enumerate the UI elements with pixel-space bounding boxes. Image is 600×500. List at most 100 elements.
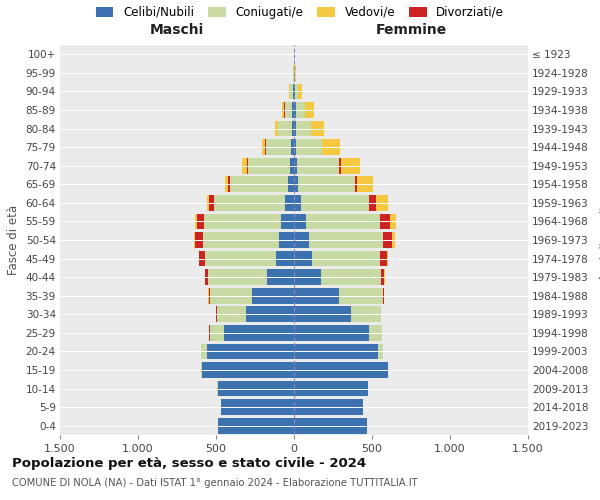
Bar bbox=[209, 195, 214, 211]
Bar bbox=[392, 232, 395, 248]
Bar bbox=[290, 158, 294, 174]
Bar bbox=[201, 344, 206, 359]
Bar bbox=[286, 195, 294, 211]
Bar bbox=[298, 176, 355, 192]
Bar bbox=[294, 120, 296, 136]
Bar bbox=[294, 418, 367, 434]
Bar bbox=[296, 120, 311, 136]
Bar bbox=[294, 362, 388, 378]
Bar bbox=[384, 269, 385, 285]
Text: Maschi: Maschi bbox=[150, 22, 204, 36]
Bar bbox=[305, 102, 314, 118]
Bar bbox=[295, 84, 298, 100]
Bar bbox=[209, 288, 210, 304]
Y-axis label: Fasce di età: Fasce di età bbox=[7, 205, 20, 275]
Bar bbox=[321, 269, 382, 285]
Bar bbox=[217, 306, 245, 322]
Bar bbox=[247, 158, 248, 174]
Bar bbox=[382, 269, 384, 285]
Text: COMUNE DI NOLA (NA) - Dati ISTAT 1° gennaio 2024 - Elaborazione TUTTITALIA.IT: COMUNE DI NOLA (NA) - Dati ISTAT 1° genn… bbox=[12, 478, 418, 488]
Bar bbox=[266, 140, 291, 155]
Bar bbox=[268, 269, 294, 285]
Bar bbox=[380, 306, 381, 322]
Bar bbox=[296, 102, 305, 118]
Bar bbox=[278, 120, 292, 136]
Bar bbox=[294, 380, 368, 396]
Bar bbox=[294, 195, 301, 211]
Bar bbox=[216, 306, 217, 322]
Bar bbox=[339, 288, 383, 304]
Bar bbox=[208, 269, 268, 285]
Bar bbox=[199, 250, 205, 266]
Bar bbox=[218, 380, 294, 396]
Bar bbox=[210, 325, 224, 341]
Bar bbox=[339, 158, 341, 174]
Bar bbox=[376, 195, 388, 211]
Bar bbox=[224, 325, 294, 341]
Bar bbox=[225, 176, 229, 192]
Bar bbox=[294, 176, 298, 192]
Bar bbox=[297, 158, 339, 174]
Bar bbox=[275, 120, 278, 136]
Bar bbox=[294, 269, 321, 285]
Bar bbox=[242, 158, 247, 174]
Bar bbox=[279, 232, 294, 248]
Bar bbox=[221, 399, 294, 415]
Bar bbox=[380, 250, 386, 266]
Bar bbox=[195, 214, 197, 230]
Bar bbox=[390, 214, 396, 230]
Bar bbox=[341, 158, 360, 174]
Bar bbox=[294, 306, 351, 322]
Bar bbox=[294, 232, 309, 248]
Bar bbox=[203, 232, 279, 248]
Bar bbox=[292, 102, 294, 118]
Bar bbox=[311, 120, 324, 136]
Bar bbox=[194, 232, 195, 248]
Bar bbox=[306, 214, 380, 230]
Bar bbox=[207, 195, 209, 211]
Bar bbox=[301, 195, 370, 211]
Bar bbox=[294, 399, 364, 415]
Bar bbox=[294, 140, 296, 155]
Bar bbox=[294, 325, 369, 341]
Legend: Celibi/Nubili, Coniugati/e, Vedovi/e, Divorziati/e: Celibi/Nubili, Coniugati/e, Vedovi/e, Di… bbox=[96, 6, 504, 19]
Bar bbox=[380, 214, 390, 230]
Bar bbox=[294, 84, 295, 100]
Bar bbox=[204, 214, 281, 230]
Bar bbox=[290, 84, 293, 100]
Bar bbox=[218, 418, 294, 434]
Bar bbox=[284, 102, 292, 118]
Bar bbox=[281, 214, 294, 230]
Bar bbox=[312, 250, 380, 266]
Bar bbox=[383, 288, 384, 304]
Bar bbox=[210, 288, 252, 304]
Bar bbox=[294, 250, 312, 266]
Bar bbox=[369, 325, 382, 341]
Bar bbox=[294, 288, 339, 304]
Bar bbox=[206, 344, 294, 359]
Bar bbox=[262, 140, 265, 155]
Bar bbox=[229, 176, 230, 192]
Bar bbox=[197, 214, 204, 230]
Bar bbox=[276, 250, 294, 266]
Bar bbox=[294, 214, 306, 230]
Bar bbox=[248, 158, 290, 174]
Bar bbox=[291, 140, 294, 155]
Bar bbox=[370, 195, 376, 211]
Bar bbox=[265, 140, 266, 155]
Bar bbox=[214, 195, 286, 211]
Bar bbox=[309, 232, 383, 248]
Text: Popolazione per età, sesso e stato civile - 2024: Popolazione per età, sesso e stato civil… bbox=[12, 458, 366, 470]
Bar bbox=[294, 102, 296, 118]
Text: Femmine: Femmine bbox=[376, 22, 446, 36]
Bar bbox=[230, 176, 288, 192]
Bar bbox=[245, 306, 294, 322]
Bar bbox=[386, 250, 388, 266]
Bar bbox=[293, 84, 294, 100]
Bar bbox=[357, 176, 373, 192]
Bar bbox=[322, 140, 340, 155]
Bar bbox=[294, 344, 378, 359]
Bar bbox=[283, 102, 284, 118]
Bar bbox=[351, 306, 380, 322]
Bar bbox=[292, 120, 294, 136]
